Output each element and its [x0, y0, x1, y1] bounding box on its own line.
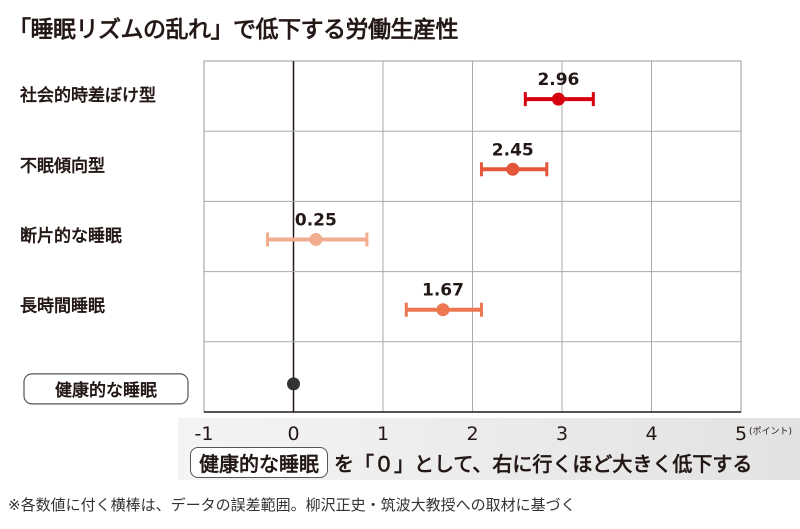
reference-pill: 健康的な睡眠	[190, 447, 328, 478]
data-point	[551, 92, 565, 106]
x-tick-label: 3	[556, 423, 568, 445]
data-label: 1.67	[422, 281, 464, 301]
x-tick-label: 4	[645, 423, 657, 445]
reference-text: を「０」として、右に行くほど大きく低下する	[334, 452, 753, 476]
data-point	[309, 233, 323, 246]
chart-title: 「睡眠リズムの乱れ」で低下する労働生産性	[8, 17, 459, 43]
category-label: 長時間睡眠	[20, 296, 105, 317]
unit-label: (ポイント)	[749, 426, 792, 437]
data-label: 2.96	[537, 70, 579, 90]
category-label: 健康的な睡眠	[55, 380, 157, 401]
category-pill	[23, 373, 189, 405]
data-label: 2.45	[492, 140, 534, 160]
data-label: 0.25	[295, 211, 337, 231]
category-label: 不眠傾向型	[20, 155, 105, 176]
x-tick-label: 1	[377, 423, 389, 445]
x-tick-label: 0	[287, 423, 299, 445]
category-label: 断片的な睡眠	[20, 226, 122, 247]
data-point	[287, 377, 300, 391]
footnote: ※各数値に付く横棒は、データの誤差範囲。柳沢正史・筑波大教授への取材に基づく	[8, 496, 576, 514]
reference-note: 健康的な睡眠 を「０」として、右に行くほど大きく低下する	[190, 447, 752, 478]
category-label: 社会的時差ぼけ型	[19, 85, 156, 106]
x-tick-label: -1	[195, 423, 214, 445]
data-point	[436, 303, 450, 317]
x-tick-label: 5	[735, 423, 747, 445]
x-tick-label: 2	[466, 423, 478, 445]
data-point	[506, 162, 520, 176]
